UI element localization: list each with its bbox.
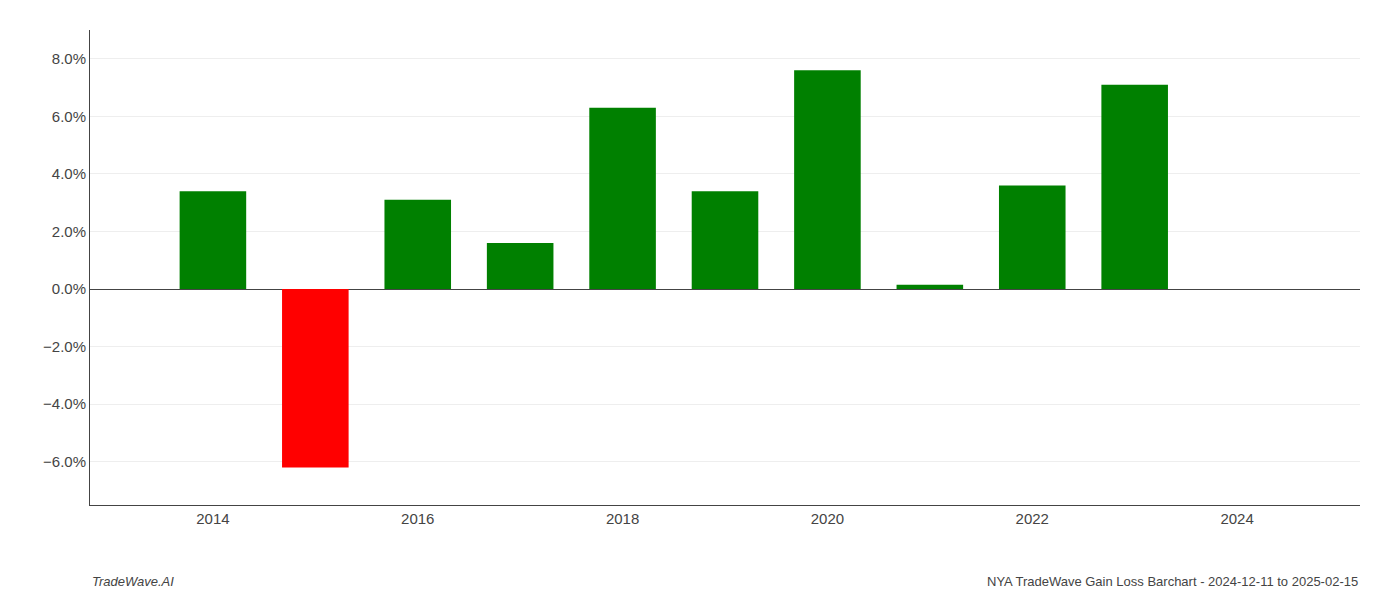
svg-text:4.0%: 4.0%: [52, 165, 86, 182]
svg-text:2016: 2016: [401, 510, 434, 527]
svg-text:2024: 2024: [1220, 510, 1253, 527]
svg-text:0.0%: 0.0%: [52, 280, 86, 297]
svg-text:2014: 2014: [196, 510, 229, 527]
svg-text:−4.0%: −4.0%: [43, 395, 86, 412]
svg-text:2020: 2020: [811, 510, 844, 527]
svg-text:2022: 2022: [1016, 510, 1049, 527]
svg-text:2.0%: 2.0%: [52, 223, 86, 240]
svg-text:2018: 2018: [606, 510, 639, 527]
svg-text:−2.0%: −2.0%: [43, 338, 86, 355]
svg-text:−6.0%: −6.0%: [43, 453, 86, 470]
svg-text:TradeWave.AI: TradeWave.AI: [92, 574, 174, 589]
svg-text:8.0%: 8.0%: [52, 50, 86, 67]
svg-text:NYA TradeWave Gain Loss Barcha: NYA TradeWave Gain Loss Barchart - 2024-…: [987, 574, 1358, 589]
svg-text:6.0%: 6.0%: [52, 108, 86, 125]
